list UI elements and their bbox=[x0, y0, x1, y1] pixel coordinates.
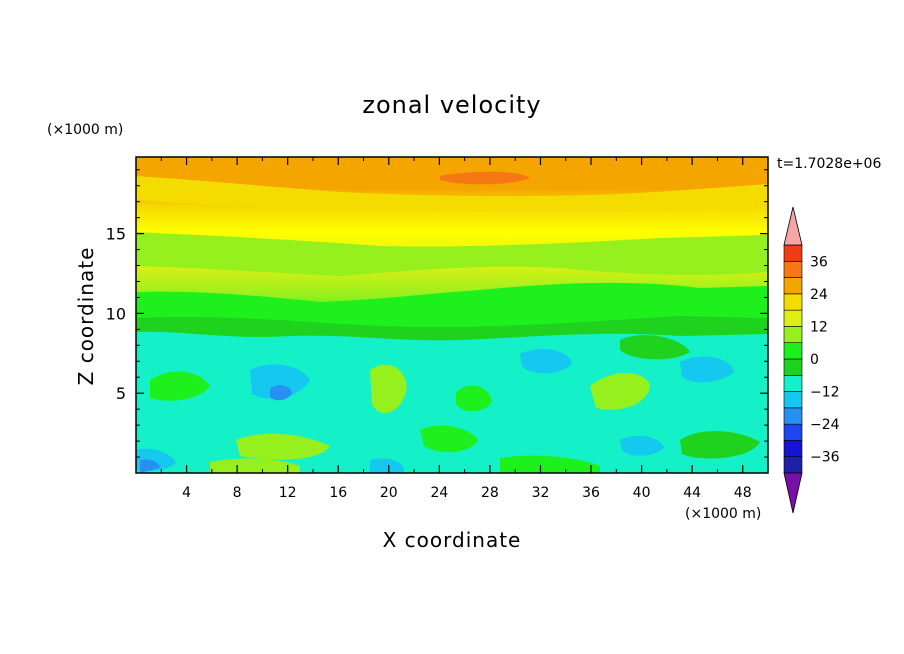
colorbar-bin bbox=[783, 277, 803, 295]
colorbar-bin bbox=[783, 260, 803, 278]
colorbar-bin bbox=[783, 407, 803, 425]
colorbar-tick-label: −24 bbox=[810, 417, 840, 433]
contour-field bbox=[136, 157, 768, 473]
colorbar-tick-label: −36 bbox=[810, 450, 840, 466]
colorbar-bin bbox=[783, 456, 803, 474]
colorbar-bin bbox=[783, 309, 803, 327]
colorbar-bin bbox=[783, 374, 803, 392]
colorbar-bin bbox=[783, 423, 803, 441]
x-tick-label: 24 bbox=[430, 485, 448, 501]
colorbar-tick-label: 24 bbox=[810, 287, 828, 303]
z-unit-label: (×1000 m) bbox=[47, 122, 123, 138]
x-tick-label: 20 bbox=[380, 485, 398, 501]
plot-frame bbox=[135, 156, 769, 474]
x-tick-label: 36 bbox=[582, 485, 600, 501]
y-axis-label: Z coordinate bbox=[74, 247, 98, 386]
x-tick-label: 16 bbox=[329, 485, 347, 501]
y-tick-label: 5 bbox=[116, 384, 126, 403]
x-tick-label: 40 bbox=[633, 485, 651, 501]
y-tick-label: 10 bbox=[106, 304, 126, 323]
y-tick-label: 15 bbox=[106, 225, 126, 244]
colorbar-bin bbox=[783, 342, 803, 360]
colorbar-tick-label: −12 bbox=[810, 385, 840, 401]
colorbar-tick-label: 36 bbox=[810, 254, 828, 270]
time-label: t=1.7028e+06 bbox=[777, 156, 881, 172]
colorbar-over-triangle bbox=[783, 206, 803, 246]
colorbar-bin bbox=[783, 391, 803, 409]
colorbar-bin bbox=[783, 326, 803, 344]
x-tick-label: 44 bbox=[683, 485, 701, 501]
x-tick-label: 32 bbox=[532, 485, 550, 501]
colorbar: 36 24 12 0 −12 −24 −36 bbox=[783, 206, 840, 514]
colorbar-bin bbox=[783, 358, 803, 376]
colorbar-bin bbox=[783, 244, 803, 262]
x-unit-label: (×1000 m) bbox=[685, 506, 761, 522]
colorbar-under-triangle bbox=[783, 472, 803, 514]
x-axis-label: X coordinate bbox=[383, 528, 522, 552]
colorbar-tick-label: 0 bbox=[810, 352, 819, 368]
colorbar-bin bbox=[783, 293, 803, 311]
colorbar-bin bbox=[783, 440, 803, 458]
chart-title: zonal velocity bbox=[362, 91, 541, 119]
colorbar-tick-label: 12 bbox=[810, 319, 828, 335]
x-tick-label: 12 bbox=[279, 485, 297, 501]
x-tick-label: 4 bbox=[182, 485, 191, 501]
x-tick-label: 48 bbox=[734, 485, 752, 501]
x-tick-label: 28 bbox=[481, 485, 499, 501]
x-tick-label: 8 bbox=[233, 485, 242, 501]
